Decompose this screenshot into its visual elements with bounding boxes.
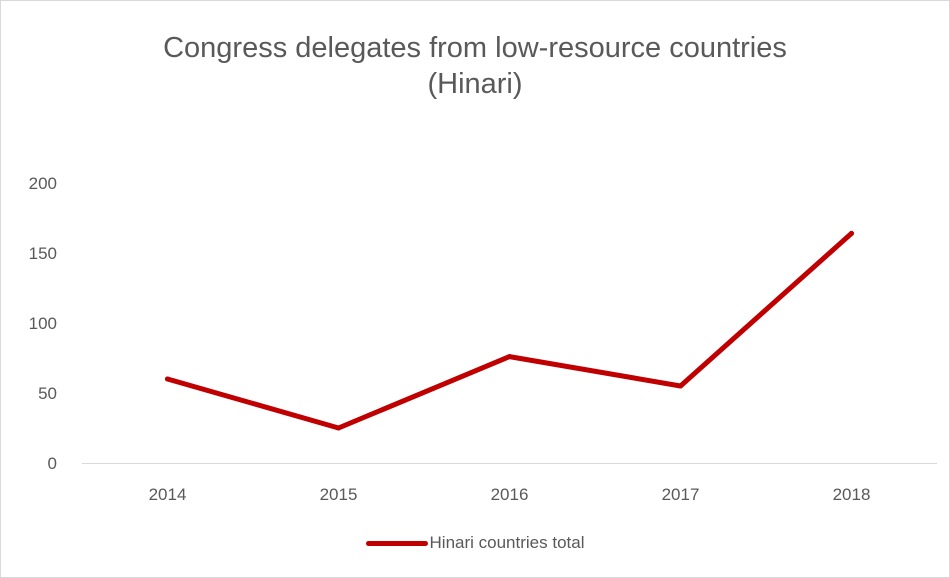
y-tick-label: 150 bbox=[29, 244, 57, 263]
x-axis-ticks: 2014 2015 2016 2017 2018 bbox=[149, 485, 871, 504]
y-axis-ticks: 0 50 100 150 200 bbox=[29, 174, 57, 473]
legend-label: Hinari countries total bbox=[429, 533, 585, 552]
chart-title-line-2: (Hinari) bbox=[427, 68, 523, 100]
y-tick-label: 100 bbox=[29, 314, 57, 333]
chart-title: Congress delegates from low-resource cou… bbox=[0, 30, 950, 102]
legend-swatch bbox=[365, 540, 428, 546]
y-tick-label: 200 bbox=[29, 174, 57, 193]
data-point bbox=[336, 425, 341, 431]
x-tick-label: 2018 bbox=[833, 485, 871, 504]
chart-title-line-1: Congress delegates from low-resource cou… bbox=[163, 32, 787, 64]
y-tick-label: 0 bbox=[48, 454, 57, 473]
series-group bbox=[165, 230, 854, 431]
y-tick-label: 50 bbox=[38, 384, 57, 403]
data-point bbox=[849, 230, 854, 236]
x-tick-label: 2015 bbox=[320, 485, 358, 504]
data-point bbox=[507, 354, 512, 360]
x-tick-label: 2014 bbox=[149, 485, 187, 504]
x-tick-label: 2017 bbox=[662, 485, 700, 504]
x-tick-label: 2016 bbox=[491, 485, 529, 504]
series-line bbox=[165, 230, 854, 431]
data-point bbox=[678, 383, 683, 389]
data-point bbox=[165, 376, 170, 382]
legend: Hinari countries total bbox=[0, 533, 950, 553]
